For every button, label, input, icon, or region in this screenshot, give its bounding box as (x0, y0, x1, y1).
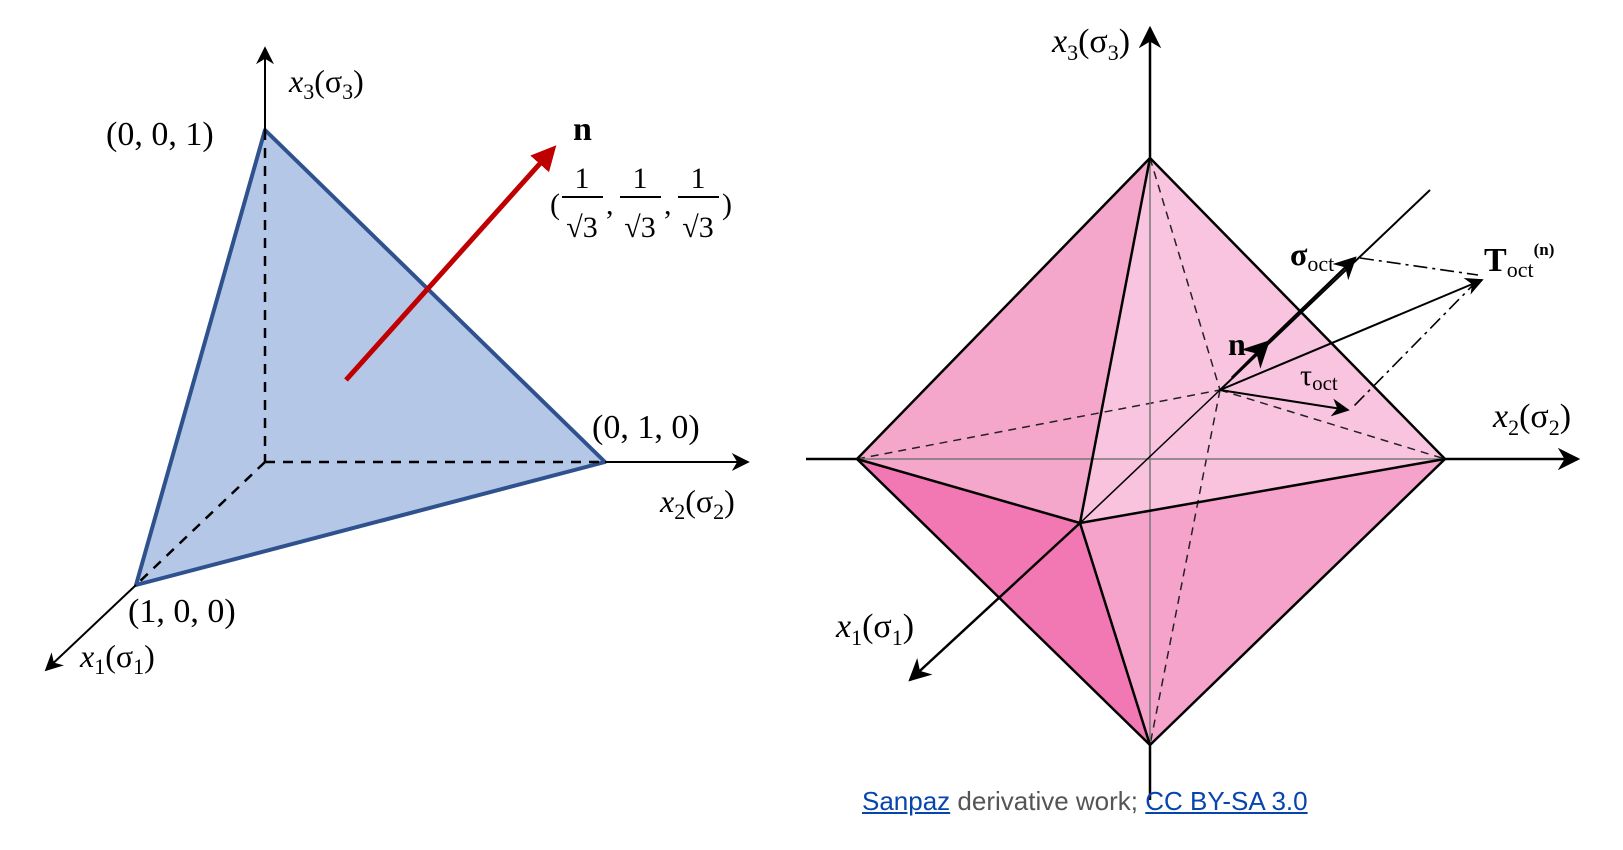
normal-unit-arrow (1230, 340, 1270, 380)
right-normal-label: n (1228, 326, 1246, 362)
tau-oct-label: τoct (1300, 359, 1338, 395)
point-100-label: (1, 0, 0) (128, 593, 236, 630)
left-x2-axis-label: x2(σ2) (659, 483, 735, 524)
right-x1-axis-label: x1(σ1) (835, 608, 914, 650)
left-diagram: x3(σ3) x2(σ2) x1(σ1) (0, 0, 1) (0, 1, 0)… (44, 46, 750, 679)
left-x3-axis-label: x3(σ3) (288, 63, 364, 104)
right-diagram: x3(σ3) x2(σ2) x1(σ1) σoct Toct(n) τoct n (806, 23, 1581, 800)
point-010-label: (0, 1, 0) (592, 409, 700, 446)
hidden-edge-4 (1149, 389, 1221, 746)
hidden-edge-2 (1219, 389, 1446, 460)
license-link[interactable]: CC BY-SA 3.0 (1145, 786, 1308, 816)
point-001-label: (0, 0, 1) (106, 116, 214, 153)
normal-open-paren: ( (550, 188, 560, 221)
hidden-edge-3 (1149, 157, 1221, 391)
front-edge-left (856, 457, 1081, 525)
left-x1-axis-label: x1(σ1) (79, 638, 155, 679)
normal-vector-arrow (344, 145, 557, 382)
attribution-credit: Sanpaz derivative work; CC BY-SA 3.0 (0, 786, 1623, 826)
normal-comp-1-num: 1 (575, 162, 590, 195)
attribution-middle-text: derivative work; (950, 786, 1146, 816)
right-x2-axis-label: x2(σ2) (1492, 398, 1571, 440)
normal-close-paren: ) (722, 188, 732, 221)
hidden-edge-1 (856, 389, 1221, 460)
t-oct-label: Toct(n) (1484, 240, 1554, 282)
front-edge-bottom (1078, 522, 1152, 746)
face-upper-left (857, 158, 1150, 523)
normal-comma-2: , (664, 188, 672, 221)
right-x3-axis-label: x3(σ3) (1051, 23, 1130, 65)
sigma-oct-arrow (1267, 256, 1357, 343)
t-oct-arrow (1219, 277, 1484, 391)
normal-comp-1-den: √3 (566, 211, 597, 244)
front-edge-top (1078, 157, 1152, 524)
x1-axis (44, 584, 137, 672)
normal-comp-3-num: 1 (691, 162, 706, 195)
normal-comp-2-num: 1 (633, 162, 648, 195)
dashdot-sigma-to-t (1359, 257, 1479, 276)
octahedral-plane (134, 128, 607, 587)
right-x1-axis (908, 522, 1081, 682)
dashdot-t-to-tau (1351, 279, 1479, 409)
author-link[interactable]: Sanpaz (862, 786, 951, 816)
normal-comp-2-den: √3 (624, 211, 655, 244)
front-edge-right (1079, 457, 1446, 525)
normal-components: ( 1 √3 , 1 √3 , 1 √3 ) (550, 162, 732, 244)
sigma-oct-label: σoct (1290, 236, 1334, 276)
normal-comma-1: , (606, 188, 614, 221)
left-normal-label: n (573, 111, 592, 148)
tau-oct-arrow (1219, 389, 1350, 417)
right-x1-axis-inner (1079, 389, 1221, 524)
x1-hidden-dashed (135, 461, 266, 586)
attribution-line: Sanpaz derivative work; CC BY-SA 3.0 (862, 786, 1308, 817)
face-lower-right (1080, 459, 1445, 745)
normal-comp-3-den: √3 (682, 211, 713, 244)
